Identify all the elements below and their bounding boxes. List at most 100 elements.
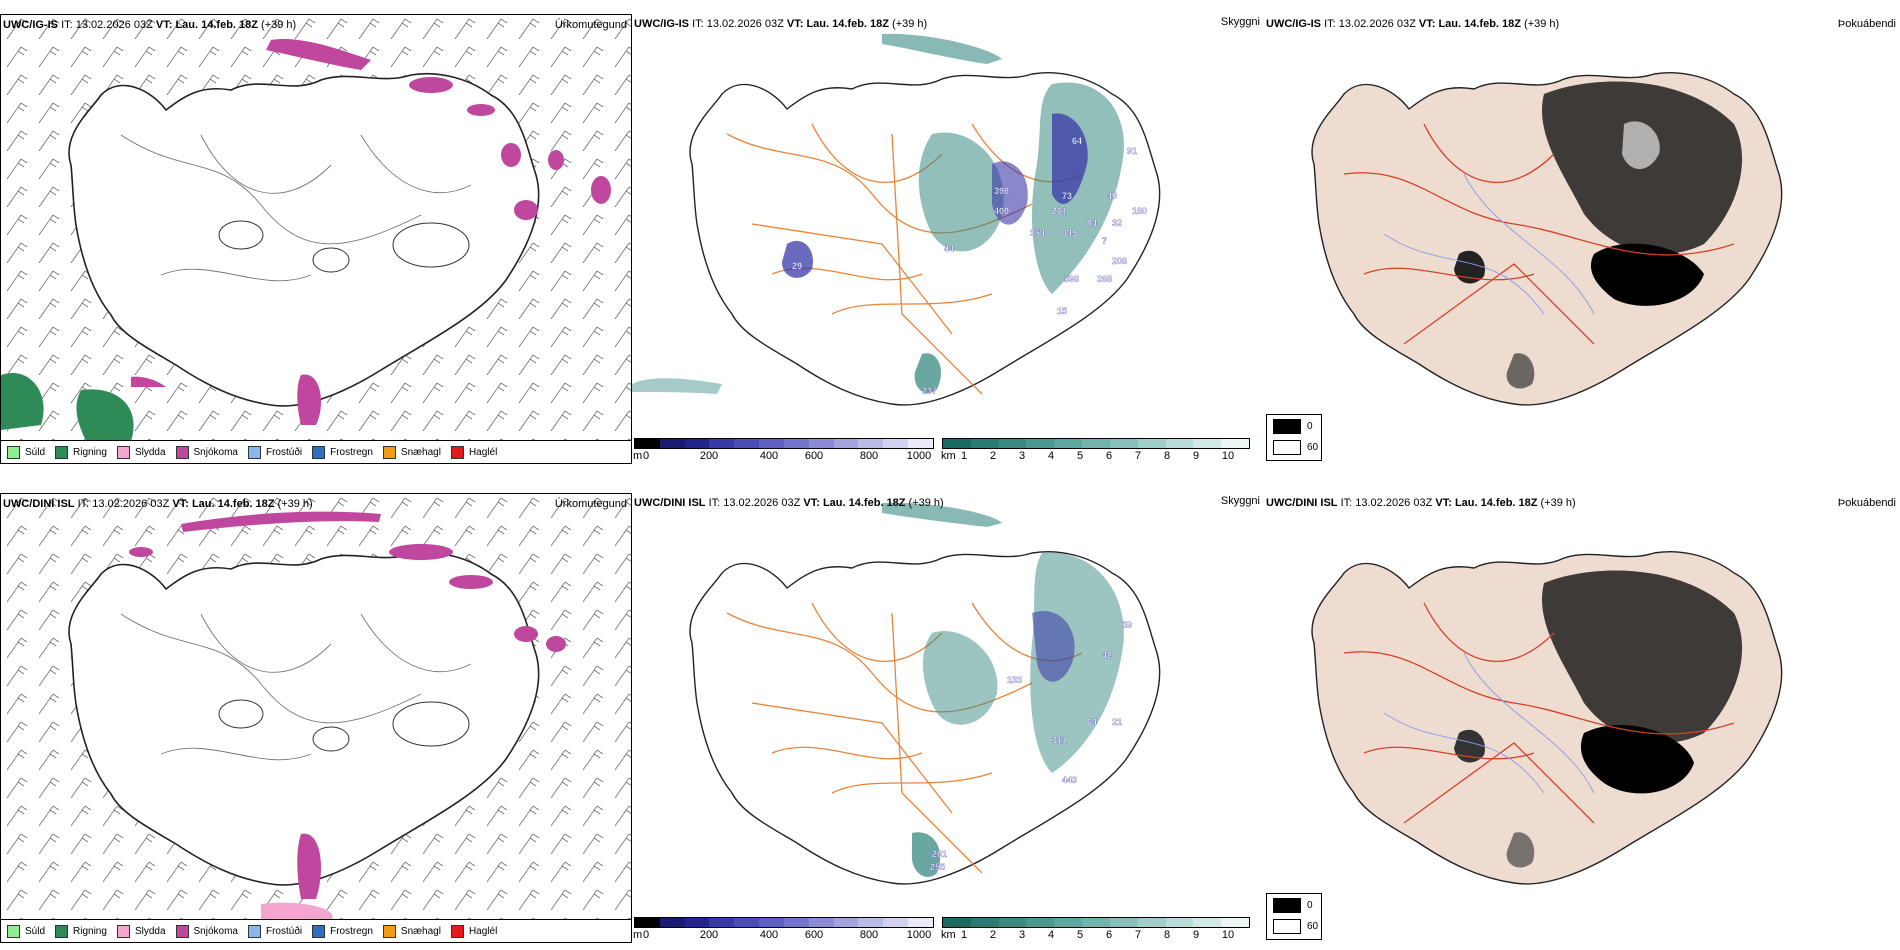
model-name: UWC/IG-IS — [1266, 18, 1321, 30]
cloud-legend-label: 0 — [1307, 900, 1313, 911]
legend-item: Slydda — [116, 445, 166, 459]
map-value-label: 311 — [1052, 735, 1067, 745]
legend-swatch — [312, 924, 326, 938]
legend-item: Slydda — [116, 924, 166, 938]
panel-name-precip-type: Úrkomutegund — [554, 19, 627, 31]
visibility-tick: 3 — [1018, 450, 1026, 462]
legend-swatch — [175, 445, 189, 459]
panel-title: UWC/DINI ISL IT: 13.02.2026 03Z VT: Lau.… — [634, 497, 944, 509]
panel-name-precip-type: Úrkomutegund — [554, 498, 627, 510]
ceiling-colorbar-block — [635, 918, 660, 927]
panel-title: UWC/IG-IS IT: 13.02.2026 03Z VT: Lau. 14… — [1266, 18, 1559, 30]
panel-title: UWC/DINI ISL IT: 13.02.2026 03Z VT: Lau.… — [3, 498, 313, 510]
map-value-label: 443 — [1062, 775, 1077, 785]
legend-label: Rigning — [73, 446, 107, 458]
cloud-panel-top: UWC/IG-IS IT: 13.02.2026 03Z VT: Lau. 14… — [1264, 14, 1900, 464]
visibility-panel-top: 64 91 398 73 40 400 261 84 32 354 649 7 … — [632, 14, 1322, 464]
map-value-label: 180 — [1132, 206, 1147, 216]
map-value-label: 84 — [1087, 218, 1097, 228]
legend-item: Frostúði — [247, 445, 302, 459]
visibility-colorbar-block — [1193, 439, 1222, 448]
vt-label: VT: — [155, 19, 173, 31]
map-value-label: 261 — [1052, 206, 1067, 216]
cloud-legend-row: 0 — [1273, 419, 1313, 434]
vt-value: Lau. 14.feb. 18Z — [1438, 18, 1521, 30]
legend-swatch — [450, 445, 464, 459]
ceiling-colorbar-block — [783, 439, 809, 448]
visibility-colorbar-block — [1137, 439, 1166, 448]
model-name: UWC/IG-IS — [634, 18, 689, 30]
panel-name-visibility: Skyggni — [1220, 495, 1260, 507]
ceiling-colorbar-block — [833, 439, 859, 448]
map-value-label: 268 — [1097, 274, 1112, 284]
vt-label: VT: — [1418, 18, 1436, 30]
precip-type-panel-bottom: UWC/DINI ISL IT: 13.02.2026 03Z VT: Lau.… — [0, 493, 632, 943]
panel-name-cloud: Þokuábendi — [1837, 497, 1896, 509]
ceiling-colorbar-ticks: 0 200 400 600 800 1000 — [634, 928, 934, 942]
legend-item: Haglél — [450, 924, 497, 938]
cloud-legend-swatch — [1273, 440, 1301, 455]
visibility-colorbar-block — [1165, 439, 1194, 448]
ceiling-tick: 800 — [859, 929, 879, 941]
visibility-colorbar-blocks — [942, 438, 1250, 449]
ceiling-colorbar-block — [808, 439, 834, 448]
legend-item: Snjókoma — [175, 445, 238, 459]
visibility-tick: 3 — [1018, 929, 1026, 941]
visibility-unit: km — [941, 450, 956, 462]
vt-value: Lau. 14.feb. 18Z — [1454, 497, 1538, 509]
visibility-tick: 7 — [1134, 929, 1142, 941]
visibility-tick: 7 — [1134, 450, 1142, 462]
ceiling-colorbar-block — [684, 439, 710, 448]
visibility-tick: 5 — [1076, 450, 1084, 462]
ceiling-colorbar: 0 200 400 600 800 1000 m — [633, 917, 934, 942]
visibility-colorbar-blocks — [942, 917, 1250, 928]
panel-name-cloud: Þokuábendi — [1837, 18, 1896, 30]
ceiling-unit: m — [633, 450, 643, 462]
cloud-legend-swatch — [1273, 898, 1301, 913]
vt-value: Lau. 14.feb. 18Z — [806, 18, 889, 30]
map-value-label: 7 — [1102, 236, 1107, 246]
map-value-label: 64 — [1087, 717, 1097, 727]
legend-swatch — [55, 445, 69, 459]
map-value-label: 649 — [1062, 228, 1077, 238]
legend-label: Frostregn — [330, 446, 373, 458]
visibility-tick: 9 — [1192, 450, 1200, 462]
ceiling-colorbar-block — [858, 439, 884, 448]
visibility-tick: 6 — [1105, 450, 1113, 462]
visibility-colorbar-block — [1165, 918, 1194, 927]
map-value-label: 21 — [1112, 717, 1122, 727]
visibility-colorbar-block — [1054, 918, 1083, 927]
visibility-colorbar-block — [1109, 918, 1138, 927]
lead-time: (+39 h) — [908, 497, 944, 509]
legend-item: Snjókoma — [175, 924, 238, 938]
visibility-colorbar-block — [1054, 439, 1083, 448]
legend-label: Snæhagl — [400, 446, 441, 458]
ceiling-colorbar-block — [808, 918, 834, 927]
cloud-legend-label: 0 — [1307, 421, 1313, 432]
visibility-tick: 2 — [989, 929, 997, 941]
legend-swatch — [450, 924, 464, 938]
legend-label: Súld — [25, 446, 46, 458]
it-label: IT: — [77, 498, 90, 510]
visibility-tick: 4 — [1047, 450, 1055, 462]
legend-item: Snæhagl — [382, 924, 441, 938]
cloud-legend-row: 60 — [1273, 919, 1318, 934]
vt-label: VT: — [803, 497, 820, 509]
visibility-tick: 8 — [1163, 450, 1171, 462]
legend-label: Snjókoma — [193, 925, 238, 937]
visibility-tick: 5 — [1076, 929, 1084, 941]
precip-type-legend: Súld Rigning Slydda Snjókoma Frostúði Fr… — [1, 919, 631, 942]
vt-label: VT: — [786, 18, 804, 30]
map-value-label: 133 — [1007, 675, 1022, 685]
it-label: IT: — [692, 18, 704, 30]
model-name: UWC/DINI ISL — [3, 498, 75, 510]
it-value: 13.02.2026 03Z — [75, 19, 153, 31]
map-value-label: 400 — [994, 206, 1009, 216]
vt-value: Lau. 14.feb. 18Z — [822, 497, 906, 509]
ceiling-colorbar-ticks: 0 200 400 600 800 1000 — [634, 449, 934, 463]
map-value-label: 64 — [1072, 136, 1082, 146]
legend-swatch — [7, 924, 20, 938]
ceiling-colorbar-blocks — [634, 917, 934, 928]
cloud-legend: 0 60 — [1266, 414, 1322, 461]
map-value-label: 32 — [1112, 218, 1122, 228]
